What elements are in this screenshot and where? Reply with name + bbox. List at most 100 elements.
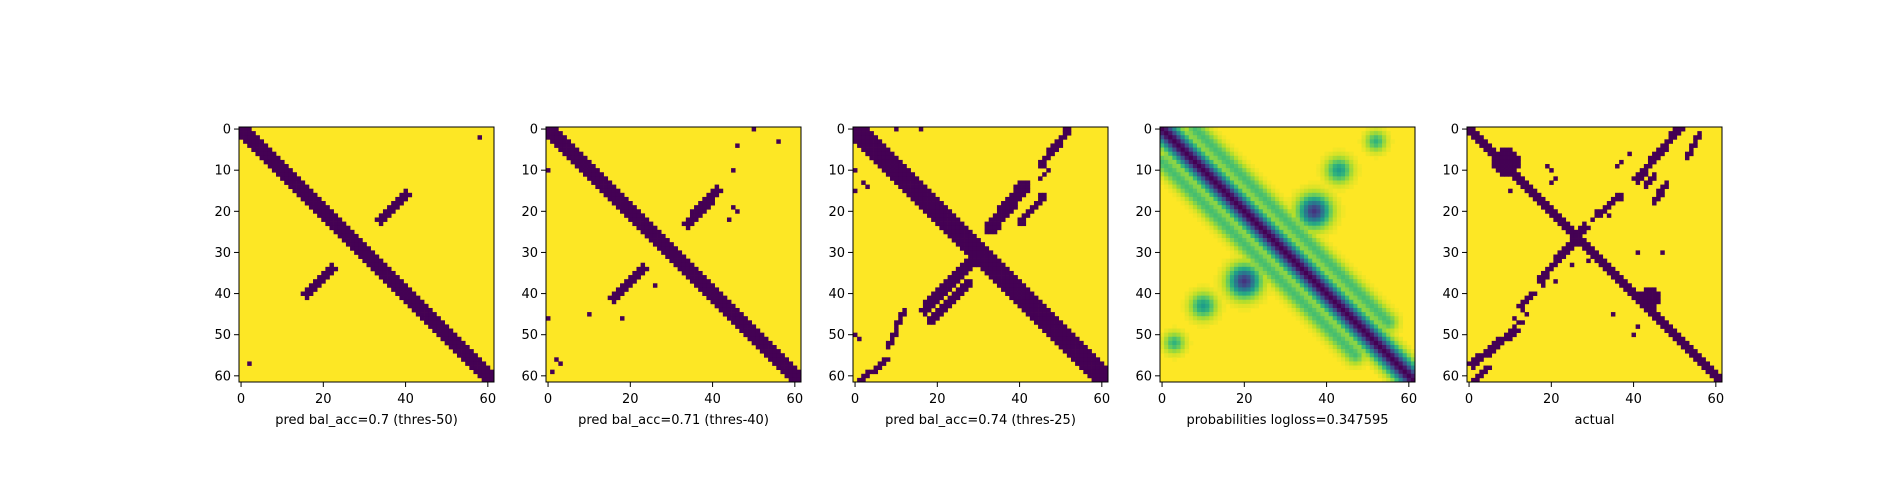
heatmap-cell	[1324, 168, 1329, 173]
heatmap-cell	[640, 213, 646, 218]
heatmap-cell	[1357, 172, 1362, 177]
heatmap-cell	[1250, 180, 1255, 185]
heatmap-cell	[1271, 184, 1276, 190]
heatmap-cell	[1684, 340, 1690, 346]
heatmap-cell	[885, 168, 891, 173]
heatmap-cell	[1345, 172, 1350, 177]
heatmap-cell	[587, 172, 592, 177]
heatmap-cell	[1345, 336, 1350, 342]
heatmap-cell	[1295, 307, 1301, 313]
heatmap-cell	[1320, 180, 1325, 185]
heatmap-cell	[796, 377, 802, 383]
heatmap-cell	[1578, 229, 1583, 235]
heatmap-cell	[1258, 213, 1264, 218]
heatmap-cell	[1467, 361, 1472, 366]
heatmap-cell	[407, 291, 413, 296]
heatmap-cell	[1070, 340, 1076, 346]
heatmap-cell	[1349, 180, 1354, 185]
heatmap-cell	[1180, 164, 1186, 169]
heatmap-cell	[1382, 299, 1387, 305]
heatmap-cell	[636, 209, 641, 214]
heatmap-cells	[1160, 127, 1416, 383]
heatmap-cell	[1238, 164, 1243, 169]
heatmap-cell	[652, 225, 658, 231]
heatmap-cell	[1221, 155, 1227, 161]
heatmap-cell	[768, 340, 773, 346]
heatmap-cell	[1627, 291, 1632, 296]
heatmap-cell	[1312, 205, 1317, 210]
heatmap-cell	[1254, 213, 1260, 218]
heatmap-cell	[1369, 287, 1375, 292]
heatmap-cell	[1221, 229, 1227, 235]
heatmap-cell	[1242, 254, 1247, 259]
heatmap-cell	[939, 225, 944, 231]
heatmap-cell	[317, 209, 322, 214]
heatmap-cell	[927, 213, 932, 218]
heatmap-cell	[976, 250, 981, 255]
heatmap-cell	[1013, 275, 1018, 280]
y-tick-label: 50	[1135, 328, 1152, 343]
heatmap-cell	[1291, 270, 1297, 276]
heatmap-cell	[1287, 307, 1292, 313]
heatmap-cell	[1209, 295, 1214, 301]
heatmap-cell	[902, 168, 907, 173]
heatmap-cell	[432, 324, 437, 329]
heatmap-cell	[918, 201, 924, 206]
heatmap-cell	[1205, 135, 1210, 140]
heatmap-cell	[574, 151, 580, 157]
heatmap-cell	[1373, 151, 1379, 157]
heatmap-cell	[1172, 357, 1177, 362]
heatmap-cell	[550, 127, 555, 132]
heatmap-cell	[1271, 205, 1276, 210]
heatmap-cell	[1213, 201, 1218, 206]
heatmap-cell	[1357, 168, 1362, 173]
heatmap-cells	[1467, 127, 1723, 383]
heatmap-cell	[861, 373, 866, 379]
heatmap-cell	[391, 201, 396, 206]
heatmap-cell	[603, 188, 609, 194]
heatmap-cell	[1213, 155, 1218, 161]
heatmap-cell	[465, 357, 470, 362]
heatmap-cell	[743, 328, 748, 333]
heatmap-cell	[1709, 365, 1715, 371]
heatmap-cell	[1180, 299, 1186, 305]
heatmap-cell	[1225, 287, 1231, 292]
heatmap-cell	[906, 168, 911, 173]
heatmap-cell	[1180, 147, 1186, 153]
heatmap-cell	[558, 143, 563, 148]
heatmap-cell	[1475, 139, 1480, 144]
heatmap-cell	[1184, 312, 1190, 317]
heatmap-cell	[1192, 180, 1198, 185]
heatmap-cell	[1246, 299, 1251, 305]
heatmap-cell	[1271, 275, 1276, 280]
heatmap-cell	[1483, 365, 1488, 371]
heatmap-cell	[1176, 176, 1181, 181]
heatmap-cell	[1209, 312, 1214, 317]
heatmap-cell	[1312, 316, 1317, 321]
heatmap-cell	[1262, 279, 1268, 284]
heatmap-cell	[1332, 155, 1338, 161]
heatmap-cell	[1017, 188, 1022, 194]
heatmap-cell	[415, 295, 421, 301]
heatmap-cell	[456, 340, 462, 346]
heatmap-cell	[1250, 164, 1255, 169]
heatmap-cell	[1160, 159, 1165, 165]
heatmap-cell	[1279, 233, 1284, 239]
heatmap-cell	[1258, 242, 1264, 247]
heatmap-cell	[1291, 266, 1297, 272]
heatmap-cell	[943, 303, 948, 309]
heatmap-cell	[1258, 279, 1264, 284]
heatmap-cell	[1295, 221, 1301, 227]
heatmap-cell	[681, 270, 687, 276]
heatmap-cell	[566, 151, 572, 157]
heatmap-cell	[1217, 217, 1223, 222]
heatmap-cell	[1369, 312, 1375, 317]
heatmap-cell	[1283, 262, 1288, 268]
heatmap-cell	[1283, 270, 1288, 276]
heatmap-cell	[1369, 135, 1375, 140]
heatmap-cell	[1328, 209, 1334, 214]
heatmap-cell	[1279, 266, 1284, 272]
heatmap-cell	[955, 279, 961, 284]
heatmap-cell	[1312, 225, 1317, 231]
heatmap-cell	[1541, 205, 1546, 210]
